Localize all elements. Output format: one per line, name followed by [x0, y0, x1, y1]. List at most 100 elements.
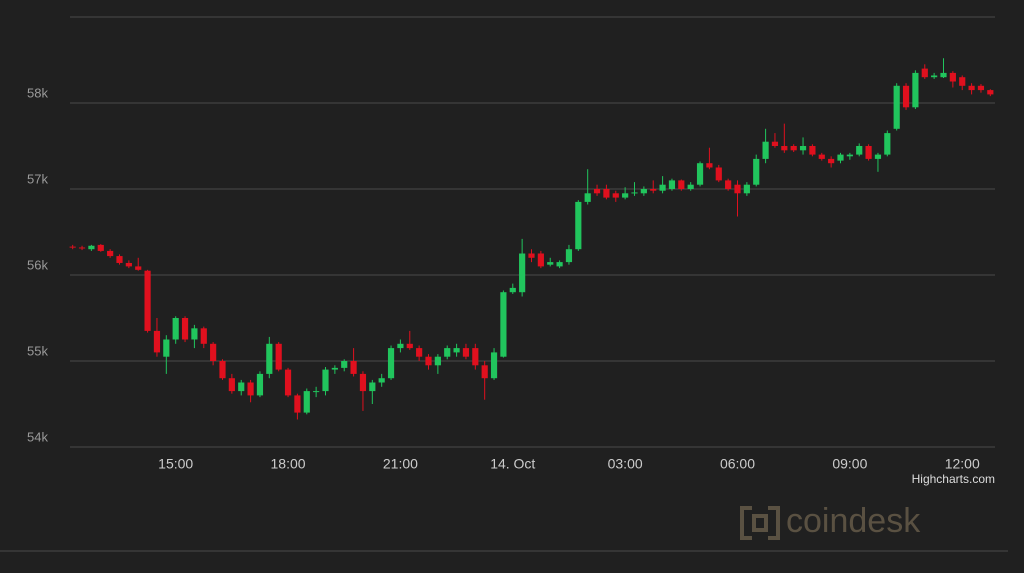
candle-body — [771, 141, 779, 146]
candle-body — [696, 163, 704, 185]
candle-body — [97, 244, 104, 251]
candle-body — [69, 246, 76, 248]
candle-body — [341, 361, 348, 368]
candle-body — [631, 192, 638, 194]
candle-body — [359, 373, 367, 392]
candle-body — [743, 184, 750, 194]
candle-body — [715, 167, 722, 181]
candle-body — [622, 193, 629, 198]
x-tick-label: 12:00 — [945, 456, 980, 472]
candle-body — [921, 68, 928, 78]
candle-body — [191, 328, 198, 340]
candle-body — [575, 201, 582, 250]
candle-body — [762, 141, 769, 159]
candle-body — [135, 266, 142, 270]
candle-body — [584, 193, 591, 202]
candle-body — [547, 262, 554, 265]
candle-body — [144, 270, 151, 331]
candle-body — [659, 184, 666, 191]
candle-body — [603, 189, 610, 198]
candle-body — [519, 253, 526, 293]
candle-body — [959, 77, 966, 86]
candle-body — [706, 163, 713, 168]
x-tick-label: 09:00 — [832, 456, 867, 472]
candle-body — [490, 352, 498, 379]
candle-body — [350, 361, 357, 374]
candle-body — [219, 361, 226, 379]
y-tick-label: 55k — [27, 343, 48, 358]
candle-body — [78, 247, 86, 249]
candle-body — [987, 90, 994, 95]
candle-body — [837, 154, 844, 161]
candle-body — [453, 348, 460, 353]
candle-body — [397, 343, 404, 349]
candle-body — [809, 146, 816, 155]
x-tick-label: 14. Oct — [490, 456, 535, 472]
candle-body — [818, 154, 825, 159]
candle-body — [107, 250, 114, 257]
candle-body — [88, 245, 95, 250]
candle-body — [687, 184, 694, 189]
candle-body — [434, 356, 441, 366]
candle-body — [734, 184, 741, 194]
y-tick-label: 58k — [27, 85, 48, 100]
candle-body — [874, 154, 882, 159]
candle-body — [846, 154, 853, 157]
candle-body — [828, 158, 835, 164]
candle-body — [500, 292, 507, 357]
candle-body — [228, 378, 235, 392]
y-tick-label: 57k — [27, 171, 48, 186]
candle-body — [247, 382, 254, 396]
watermark: coindesk — [786, 502, 921, 540]
candle-body — [266, 343, 273, 374]
candle-body — [406, 343, 413, 349]
candle-body — [172, 318, 179, 340]
candle-body — [238, 382, 245, 392]
candle-body — [968, 85, 975, 91]
candle-body — [116, 256, 123, 263]
candle-body — [893, 85, 900, 129]
y-tick-label: 54k — [27, 429, 48, 444]
candle-body — [668, 180, 676, 189]
candle-body — [565, 249, 573, 263]
candle-body — [884, 133, 891, 155]
candle-body — [931, 75, 938, 78]
candle-body — [303, 391, 310, 413]
candle-body — [790, 146, 797, 151]
candle-body — [902, 85, 910, 108]
candle-body — [444, 348, 451, 357]
x-tick-label: 06:00 — [720, 456, 755, 472]
candle-body — [200, 328, 207, 344]
candle-body — [593, 189, 601, 194]
candle-body — [556, 262, 563, 267]
candle-body — [799, 146, 807, 151]
candle-body — [313, 391, 320, 393]
candle-body — [387, 348, 395, 379]
candle-body — [256, 373, 264, 396]
candle-body — [275, 343, 282, 370]
candle-body — [650, 189, 657, 191]
candle-body — [472, 348, 479, 366]
candle-body — [678, 180, 685, 189]
candle-body — [753, 158, 760, 185]
x-tick-label: 18:00 — [271, 456, 306, 472]
x-tick-label: 21:00 — [383, 456, 418, 472]
candle-body — [528, 253, 535, 258]
candle-body — [509, 287, 516, 293]
candle-body — [912, 72, 919, 108]
candle-body — [181, 318, 189, 340]
candle-body — [153, 330, 161, 353]
candle-body — [369, 382, 376, 392]
candle-body — [462, 348, 470, 357]
candle-body — [294, 395, 301, 413]
credits: Highcharts.com — [912, 472, 995, 486]
candle-body — [781, 146, 788, 151]
candle-body — [537, 253, 544, 267]
candle-body — [125, 262, 132, 267]
x-tick-label: 03:00 — [608, 456, 643, 472]
candle-body — [378, 378, 385, 383]
candle-body — [949, 72, 956, 82]
candle-body — [163, 339, 170, 357]
x-tick-label: 15:00 — [158, 456, 193, 472]
